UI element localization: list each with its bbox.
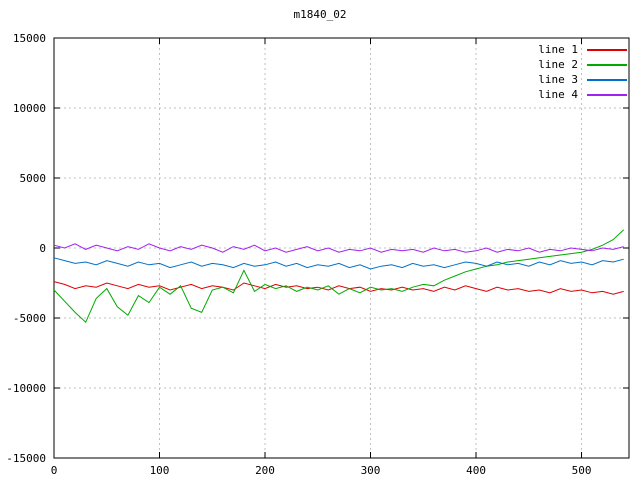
svg-text:10000: 10000 (13, 102, 46, 115)
legend-item: line 1 (538, 42, 627, 57)
legend-label: line 2 (538, 58, 578, 71)
legend-label: line 4 (538, 88, 578, 101)
svg-text:500: 500 (572, 464, 592, 477)
svg-text:300: 300 (361, 464, 381, 477)
svg-text:0: 0 (51, 464, 58, 477)
legend-item: line 3 (538, 72, 627, 87)
svg-text:15000: 15000 (13, 32, 46, 45)
svg-text:400: 400 (466, 464, 486, 477)
svg-text:5000: 5000 (20, 172, 47, 185)
legend-line-sample (587, 48, 627, 51)
legend-label: line 3 (538, 73, 578, 86)
legend: line 1 line 2 line 3 line 4 (538, 42, 627, 102)
svg-text:-15000: -15000 (6, 452, 46, 465)
legend-line-sample (587, 63, 627, 66)
legend-item: line 2 (538, 57, 627, 72)
svg-text:200: 200 (255, 464, 275, 477)
chart-title: m1840_02 (293, 8, 347, 21)
legend-label: line 1 (538, 43, 578, 56)
svg-text:-10000: -10000 (6, 382, 46, 395)
legend-line-sample (587, 78, 627, 81)
svg-text:-5000: -5000 (13, 312, 46, 325)
legend-line-sample (587, 93, 627, 96)
svg-text:100: 100 (150, 464, 170, 477)
svg-text:0: 0 (39, 242, 46, 255)
legend-item: line 4 (538, 87, 627, 102)
